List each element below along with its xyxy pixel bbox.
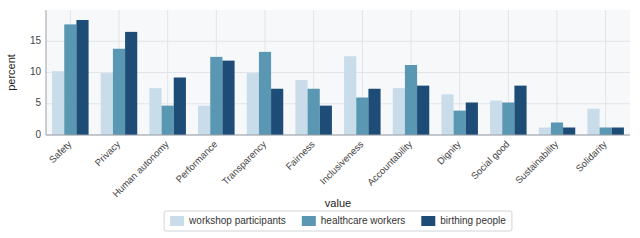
bar [563, 128, 575, 136]
x-axis-line [46, 135, 630, 136]
y-axis-line [46, 10, 47, 135]
legend-label: workshop participants [188, 215, 286, 226]
bar [222, 61, 234, 135]
x-tick-label: Dignity [435, 138, 463, 166]
bar [466, 103, 478, 136]
bar [539, 128, 551, 136]
bar [344, 56, 356, 135]
bar [514, 86, 526, 135]
legend-item: healthcare workers [302, 215, 405, 226]
x-tick-label: Transparency [220, 138, 269, 187]
bar [162, 106, 174, 135]
bar [149, 88, 161, 135]
bar [113, 49, 125, 135]
bar [271, 89, 283, 135]
x-tick-label: Human autonomy [110, 138, 171, 199]
x-tick-label: Sustainability [513, 138, 561, 186]
y-axis-title: percent [5, 54, 17, 91]
bar [320, 106, 332, 135]
bar [441, 94, 453, 135]
grid [46, 10, 630, 135]
bar [308, 89, 320, 135]
x-tick-label: Social good [469, 138, 512, 181]
bar [101, 73, 113, 135]
x-tick-label: Privacy [92, 138, 122, 168]
x-tick-label: Solidarity [573, 138, 609, 174]
x-tick-label: Inclusiveness [317, 138, 365, 186]
bar [210, 57, 222, 135]
bar [76, 20, 88, 135]
bar [368, 89, 380, 135]
bar [600, 128, 612, 136]
bar [612, 128, 624, 136]
x-axis-title: value [325, 197, 351, 209]
bar [259, 52, 271, 135]
plot-background [46, 10, 630, 135]
bars [52, 20, 624, 135]
bar [454, 111, 466, 135]
bar [125, 32, 137, 135]
chart-container: 0 5 10 15 Safety PrivacyHuman autonomyPerform… [0, 0, 640, 238]
legend-item: workshop participants [170, 215, 286, 226]
bar [393, 88, 405, 135]
y-tick-label: 0 [35, 129, 41, 140]
y-grid-line [46, 135, 630, 136]
bar [295, 80, 307, 135]
bar [356, 98, 368, 136]
y-tick-label: 5 [35, 97, 41, 108]
legend-item: birthing people [421, 215, 506, 226]
bar [247, 73, 259, 135]
x-tick-label: Safety [47, 138, 74, 165]
bar [502, 103, 514, 136]
x-grid-line [557, 10, 558, 135]
x-tick-label: Performance [173, 138, 219, 184]
x-grid-line [605, 10, 606, 135]
bar [405, 65, 417, 135]
legend-swatch [302, 216, 316, 226]
chart: 0 5 10 15 Safety PrivacyHuman autonomyPerform… [0, 0, 640, 238]
legend-swatch [421, 216, 435, 226]
legend-label: healthcare workers [321, 215, 405, 226]
y-tick-label: 10 [30, 66, 42, 77]
legend-frame [164, 211, 512, 231]
x-tick-label: Fairness [283, 138, 317, 172]
bar [198, 106, 210, 135]
bar [587, 109, 599, 135]
bar [52, 71, 64, 135]
legend-label: birthing people [440, 215, 506, 226]
bar [551, 123, 563, 136]
bar [174, 78, 186, 136]
bar [417, 86, 429, 135]
x-tick-label: Accountability [365, 138, 414, 187]
y-tick-label: 15 [30, 35, 42, 46]
bar [490, 101, 502, 135]
bar [64, 24, 76, 135]
legend: workshop participants healthcare workers b… [164, 211, 512, 231]
legend-swatch [170, 216, 184, 226]
